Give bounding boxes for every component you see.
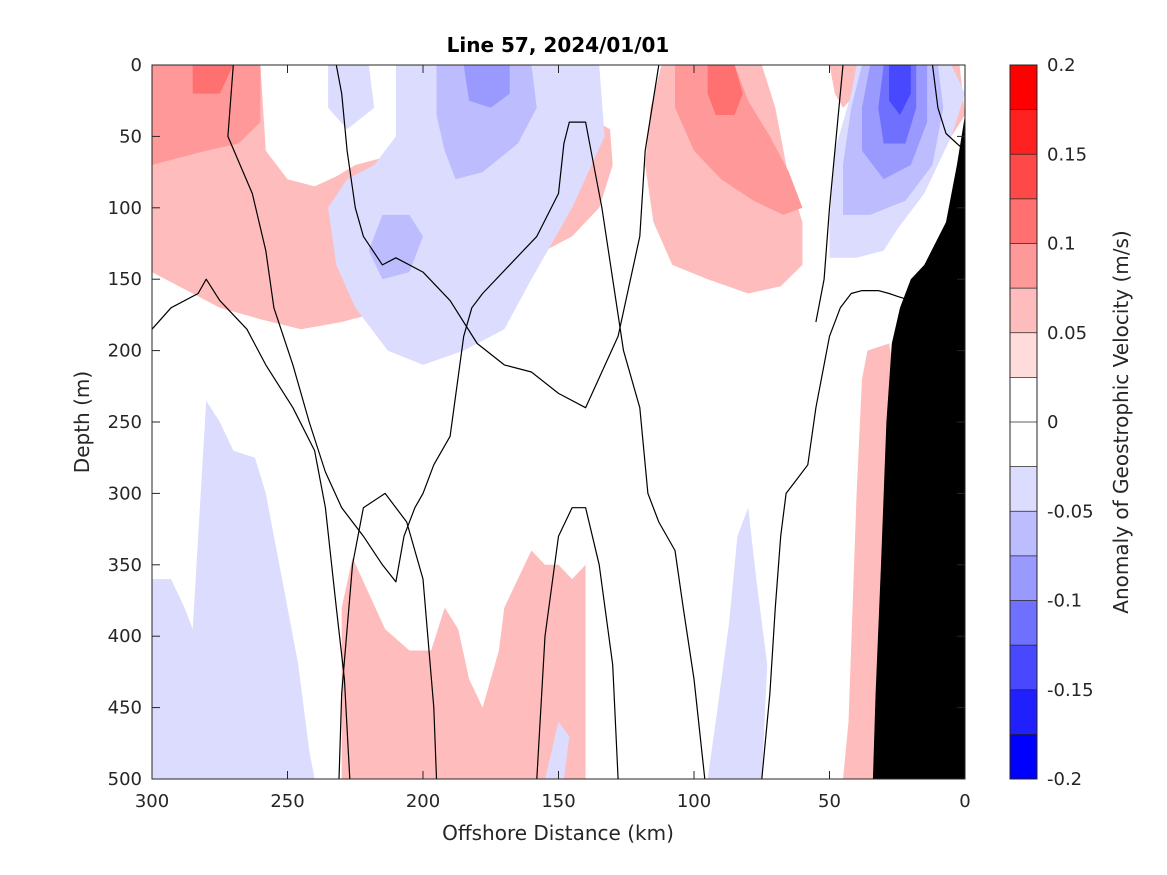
colorbar-tick-label: 0.1 [1047, 234, 1076, 255]
y-tick-label: 500 [108, 769, 142, 790]
colorbar-band [1010, 645, 1037, 691]
x-tick-label: 100 [677, 791, 711, 812]
bathymetry [872, 115, 965, 779]
colorbar-band [1010, 109, 1037, 155]
colorbar-band [1010, 332, 1037, 378]
contour-region-19 [152, 400, 315, 779]
colorbar: 0.2 0.15 0.1 0.05 0 -0.05 -0.1 -0.15 -0.2 [1009, 55, 1094, 790]
colorbar-frame [1009, 64, 1038, 780]
x-tick-label: 300 [135, 791, 169, 812]
colorbar-tick-label: 0.15 [1047, 144, 1087, 165]
colorbar-band [1010, 422, 1037, 467]
colorbar-band [1010, 288, 1037, 334]
y-tick-label: 250 [108, 412, 142, 433]
x-tick-label: 150 [541, 791, 575, 812]
contour-region-21 [707, 507, 768, 779]
colorbar-band [1010, 555, 1037, 601]
contour-region-18 [889, 65, 911, 115]
x-tick-label: 0 [959, 791, 970, 812]
colorbar-band [1010, 511, 1037, 557]
contour-region-9 [328, 65, 605, 365]
zero-contour-line-0 [152, 278, 351, 779]
contour-region-13 [555, 65, 575, 108]
colorbar-band [1010, 154, 1037, 200]
contour-region-1 [152, 65, 261, 165]
contour-region-22 [545, 721, 570, 779]
contour-region-10 [436, 65, 537, 180]
colorbar-tick-label: 0.05 [1047, 323, 1087, 344]
colorbar-tick-label: 0 [1047, 412, 1058, 433]
x-axis: 300 250 200 150 100 50 0 [135, 65, 971, 812]
y-tick-label: 300 [108, 483, 142, 504]
x-tick-label: 200 [406, 791, 440, 812]
contour-region-11 [368, 214, 423, 280]
colorbar-band [1010, 466, 1037, 512]
y-tick-label: 100 [108, 198, 142, 219]
contour-region-20 [341, 550, 586, 779]
colorbar-tick-label: 0.2 [1047, 55, 1076, 76]
colorbar-tick-label: -0.15 [1047, 680, 1094, 701]
colorbar-tick-label: -0.05 [1047, 501, 1094, 522]
x-tick-label: 50 [818, 791, 841, 812]
contour-fill-layer [152, 65, 965, 779]
colorbar-band [1010, 65, 1037, 110]
y-axis: 0 50 100 150 200 250 300 350 400 450 500 [108, 55, 965, 790]
contour-region-6 [829, 65, 857, 108]
bathymetry-layer [872, 115, 965, 779]
contour-region-5 [707, 65, 743, 115]
y-tick-label: 200 [108, 341, 142, 362]
colorbar-band [1010, 600, 1037, 646]
zero-contour-line-4 [335, 65, 660, 409]
colorbar-band [1010, 243, 1037, 289]
y-tick-label: 50 [119, 126, 142, 147]
contour-region-12 [463, 65, 510, 108]
y-tick-label: 0 [131, 55, 142, 76]
colorbar-band [1010, 198, 1037, 244]
x-tick-label: 250 [270, 791, 304, 812]
contour-region-4 [675, 65, 803, 215]
y-tick-label: 450 [108, 698, 142, 719]
zero-contour-line-2 [338, 492, 438, 779]
zero-contour-line-7 [931, 65, 965, 152]
colorbar-tick-label: -0.2 [1047, 769, 1082, 790]
chart-title: Line 57, 2024/01/01 [447, 33, 670, 57]
colorbar-band [1010, 689, 1037, 735]
colorbar-band [1010, 377, 1037, 423]
zero-contour-layer [152, 65, 965, 779]
y-axis-label: Depth (m) [70, 371, 94, 473]
colorbar-band [1010, 734, 1037, 780]
y-tick-label: 150 [108, 269, 142, 290]
colorbar-label: Anomaly of Geostrophic Velocity (m/s) [1109, 230, 1133, 613]
zero-contour-line-1 [227, 65, 706, 779]
contour-region-2 [192, 65, 234, 94]
zero-contour-line-6 [815, 65, 844, 323]
colorbar-tick-label: -0.1 [1047, 591, 1082, 612]
zero-contour-line-3 [536, 507, 619, 779]
y-tick-label: 400 [108, 626, 142, 647]
y-tick-label: 350 [108, 555, 142, 576]
x-axis-label: Offshore Distance (km) [442, 821, 674, 845]
